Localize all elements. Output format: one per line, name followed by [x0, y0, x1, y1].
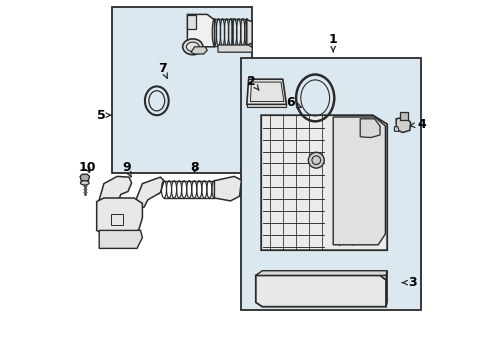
Polygon shape	[187, 15, 196, 29]
Ellipse shape	[80, 181, 89, 185]
Polygon shape	[247, 79, 286, 104]
Polygon shape	[333, 117, 386, 245]
Polygon shape	[99, 176, 132, 204]
Polygon shape	[256, 275, 386, 307]
Text: 4: 4	[410, 118, 426, 131]
Polygon shape	[218, 45, 252, 52]
Polygon shape	[215, 176, 242, 201]
Polygon shape	[187, 14, 215, 47]
Text: 2: 2	[247, 75, 259, 90]
Polygon shape	[97, 198, 143, 234]
Polygon shape	[396, 117, 411, 132]
Polygon shape	[135, 177, 164, 210]
Bar	[111, 214, 122, 225]
Polygon shape	[256, 271, 387, 275]
Circle shape	[308, 152, 324, 168]
Ellipse shape	[183, 39, 203, 55]
Polygon shape	[247, 20, 252, 45]
Polygon shape	[261, 115, 387, 250]
Polygon shape	[247, 104, 286, 107]
Text: 10: 10	[78, 161, 96, 174]
Text: 8: 8	[190, 161, 199, 174]
Polygon shape	[360, 119, 380, 138]
Polygon shape	[80, 174, 90, 181]
Text: 7: 7	[159, 62, 167, 78]
Bar	[242, 58, 421, 310]
Text: 1: 1	[329, 33, 338, 52]
Text: 6: 6	[287, 96, 301, 109]
Polygon shape	[99, 230, 143, 248]
Polygon shape	[400, 112, 408, 120]
Polygon shape	[191, 47, 207, 54]
Text: 5: 5	[97, 109, 111, 122]
Text: 3: 3	[402, 276, 416, 289]
Polygon shape	[386, 271, 387, 307]
Bar	[112, 7, 252, 173]
Text: 9: 9	[122, 161, 131, 177]
Polygon shape	[394, 127, 399, 131]
